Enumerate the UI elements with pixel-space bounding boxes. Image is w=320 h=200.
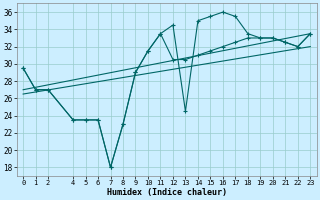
X-axis label: Humidex (Indice chaleur): Humidex (Indice chaleur) bbox=[107, 188, 227, 197]
